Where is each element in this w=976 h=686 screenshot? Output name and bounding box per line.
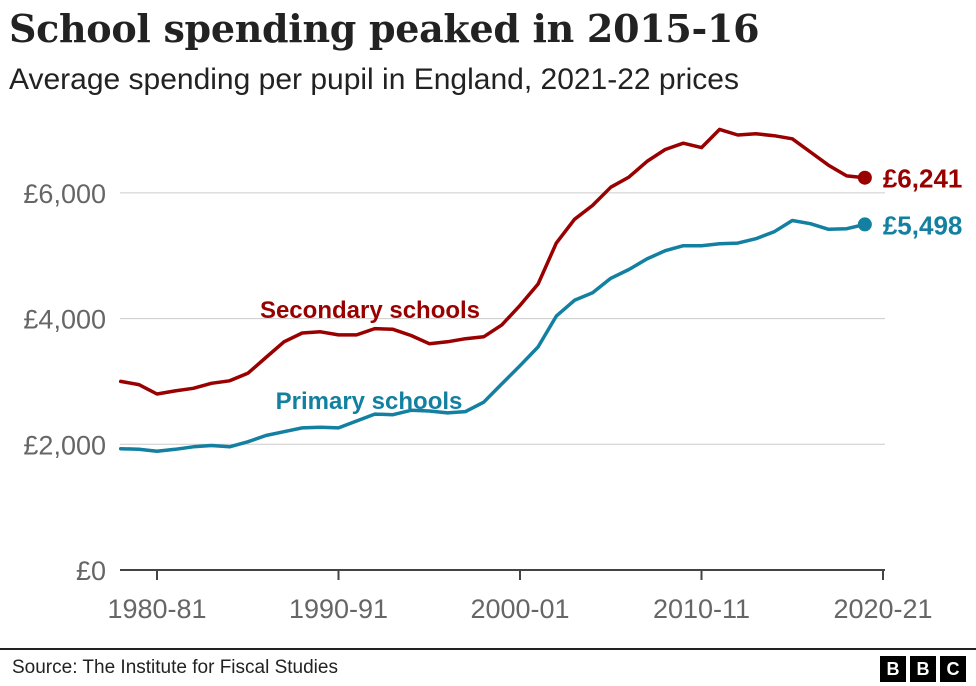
- series-end-point: [857, 170, 872, 185]
- x-tick-label: 2020-21: [833, 594, 932, 624]
- axes: £0 £2,000 £4,000 £6,000 1980-81 1990-91 2000-0…: [23, 179, 932, 624]
- series-lines: [118, 127, 872, 453]
- series-name-label: Primary schools: [276, 388, 463, 415]
- line-chart: £0 £2,000 £4,000 £6,000 1980-81 1990-91 2000-0…: [23, 127, 962, 624]
- y-tick-label: £4,000: [23, 305, 106, 335]
- series-line-secondary: [118, 127, 867, 396]
- footer-divider: [0, 648, 976, 650]
- x-tick-label: 1990-91: [289, 594, 388, 624]
- source-note: Source: The Institute for Fiscal Studies: [12, 657, 338, 678]
- series-labels: £6,241 Secondary schools £5,498 Primary sch…: [260, 164, 962, 415]
- bbc-logo: B B C: [880, 656, 966, 682]
- y-tick-label: £6,000: [23, 179, 106, 209]
- gridlines: [120, 192, 885, 445]
- series-line-primary: [118, 218, 867, 453]
- series-name-label: Secondary schools: [260, 297, 480, 324]
- series-end-point: [857, 217, 872, 232]
- y-tick-label: £2,000: [23, 430, 106, 460]
- x-tick-label: 1980-81: [107, 594, 206, 624]
- x-tick-label: 2010-11: [653, 594, 750, 624]
- x-tick-label: 2000-01: [470, 594, 569, 624]
- y-tick-label: £0: [76, 556, 106, 586]
- logo-letter-b1: B: [880, 656, 906, 682]
- logo-letter-b2: B: [910, 656, 936, 682]
- series-end-value-label: £6,241: [883, 164, 963, 194]
- chart-subtitle: Average spending per pupil in England, 2…: [9, 63, 739, 96]
- series-end-value-label: £5,498: [883, 210, 963, 240]
- logo-letter-c: C: [940, 656, 966, 682]
- chart-title: School spending peaked in 2015-16: [9, 6, 760, 51]
